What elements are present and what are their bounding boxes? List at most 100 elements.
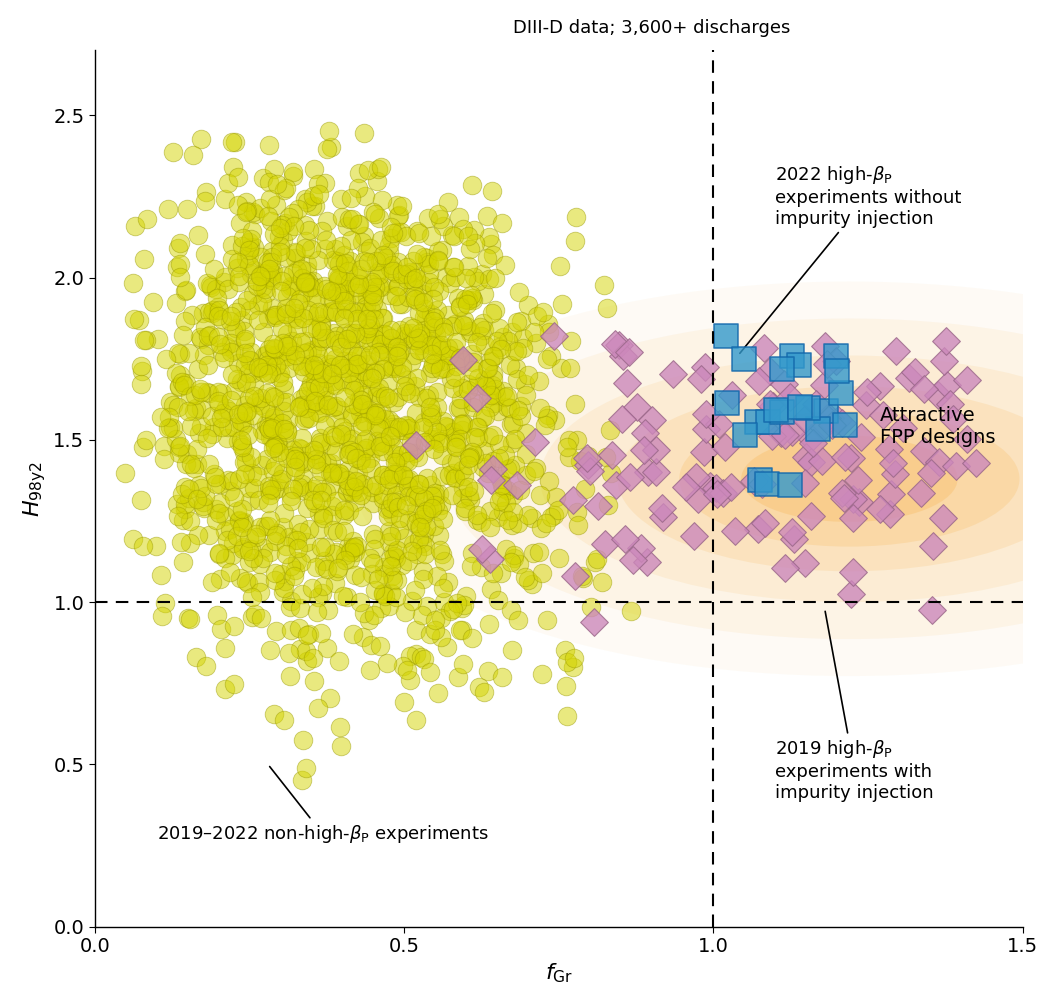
Point (371, 280, 388, 296)
Point (400, 553, 417, 569)
Point (355, 606, 372, 622)
Point (349, 271, 366, 287)
Point (221, 483, 238, 499)
Point (736, 427, 753, 443)
Point (250, 297, 267, 313)
Point (465, 269, 482, 285)
Point (345, 532, 362, 548)
Point (399, 290, 416, 306)
Point (238, 292, 255, 308)
Point (317, 538, 334, 554)
Point (336, 502, 353, 518)
Point (370, 267, 387, 283)
Point (233, 432, 250, 448)
Point (372, 253, 389, 269)
Point (313, 222, 330, 238)
Point (247, 607, 264, 623)
Point (264, 336, 281, 352)
Point (304, 289, 321, 305)
Point (293, 482, 310, 498)
Point (292, 391, 309, 407)
Point (327, 544, 344, 560)
Point (807, 396, 824, 412)
Point (218, 431, 235, 447)
Point (346, 543, 363, 559)
Point (254, 324, 271, 340)
Point (325, 347, 342, 363)
Point (880, 442, 897, 458)
Point (377, 388, 394, 404)
Point (496, 388, 513, 404)
Point (291, 600, 308, 616)
Point (363, 637, 380, 653)
Point (463, 287, 480, 303)
Y-axis label: $H_{\mathrm{98y2}}$: $H_{\mathrm{98y2}}$ (21, 461, 48, 516)
Point (288, 245, 305, 262)
Point (324, 252, 341, 268)
Point (220, 403, 237, 420)
Point (249, 468, 266, 484)
Point (702, 478, 719, 494)
Point (360, 402, 377, 418)
Point (217, 681, 234, 697)
Point (258, 346, 275, 362)
Point (178, 447, 195, 463)
Point (502, 400, 519, 416)
Point (447, 334, 464, 350)
Ellipse shape (741, 436, 957, 522)
Point (205, 261, 222, 277)
Point (283, 489, 300, 505)
Point (532, 487, 549, 503)
Point (446, 316, 463, 332)
Point (328, 284, 345, 300)
Point (503, 642, 520, 658)
Point (333, 238, 349, 255)
Point (464, 545, 481, 561)
Point (412, 649, 429, 665)
Point (261, 341, 277, 357)
Point (219, 282, 236, 298)
Point (226, 418, 243, 435)
Point (272, 393, 289, 409)
Point (353, 391, 370, 407)
Point (407, 332, 424, 348)
Point (170, 378, 187, 394)
Point (388, 265, 405, 281)
Point (301, 222, 318, 238)
Point (556, 642, 573, 658)
Point (722, 479, 739, 495)
Point (236, 323, 253, 339)
Point (417, 503, 434, 519)
Point (550, 502, 567, 518)
Point (301, 626, 318, 642)
Point (455, 468, 472, 484)
Point (818, 403, 834, 420)
Point (420, 275, 437, 291)
Point (293, 476, 310, 492)
Point (421, 432, 438, 448)
Point (259, 352, 276, 368)
Point (274, 374, 291, 390)
Point (219, 418, 236, 435)
Point (311, 431, 328, 447)
Point (243, 344, 259, 360)
Point (344, 304, 361, 320)
Point (218, 338, 235, 354)
Point (331, 719, 348, 735)
Point (366, 365, 383, 381)
Point (446, 340, 463, 356)
Point (271, 244, 288, 261)
Point (460, 292, 477, 308)
Point (251, 397, 268, 413)
Point (277, 546, 294, 562)
Point (384, 421, 401, 437)
Point (450, 669, 467, 685)
Point (265, 347, 282, 363)
Point (852, 430, 869, 446)
Point (357, 455, 374, 471)
Point (378, 655, 395, 671)
Point (196, 193, 213, 209)
Point (456, 597, 473, 613)
Point (267, 623, 284, 639)
Point (454, 354, 471, 370)
